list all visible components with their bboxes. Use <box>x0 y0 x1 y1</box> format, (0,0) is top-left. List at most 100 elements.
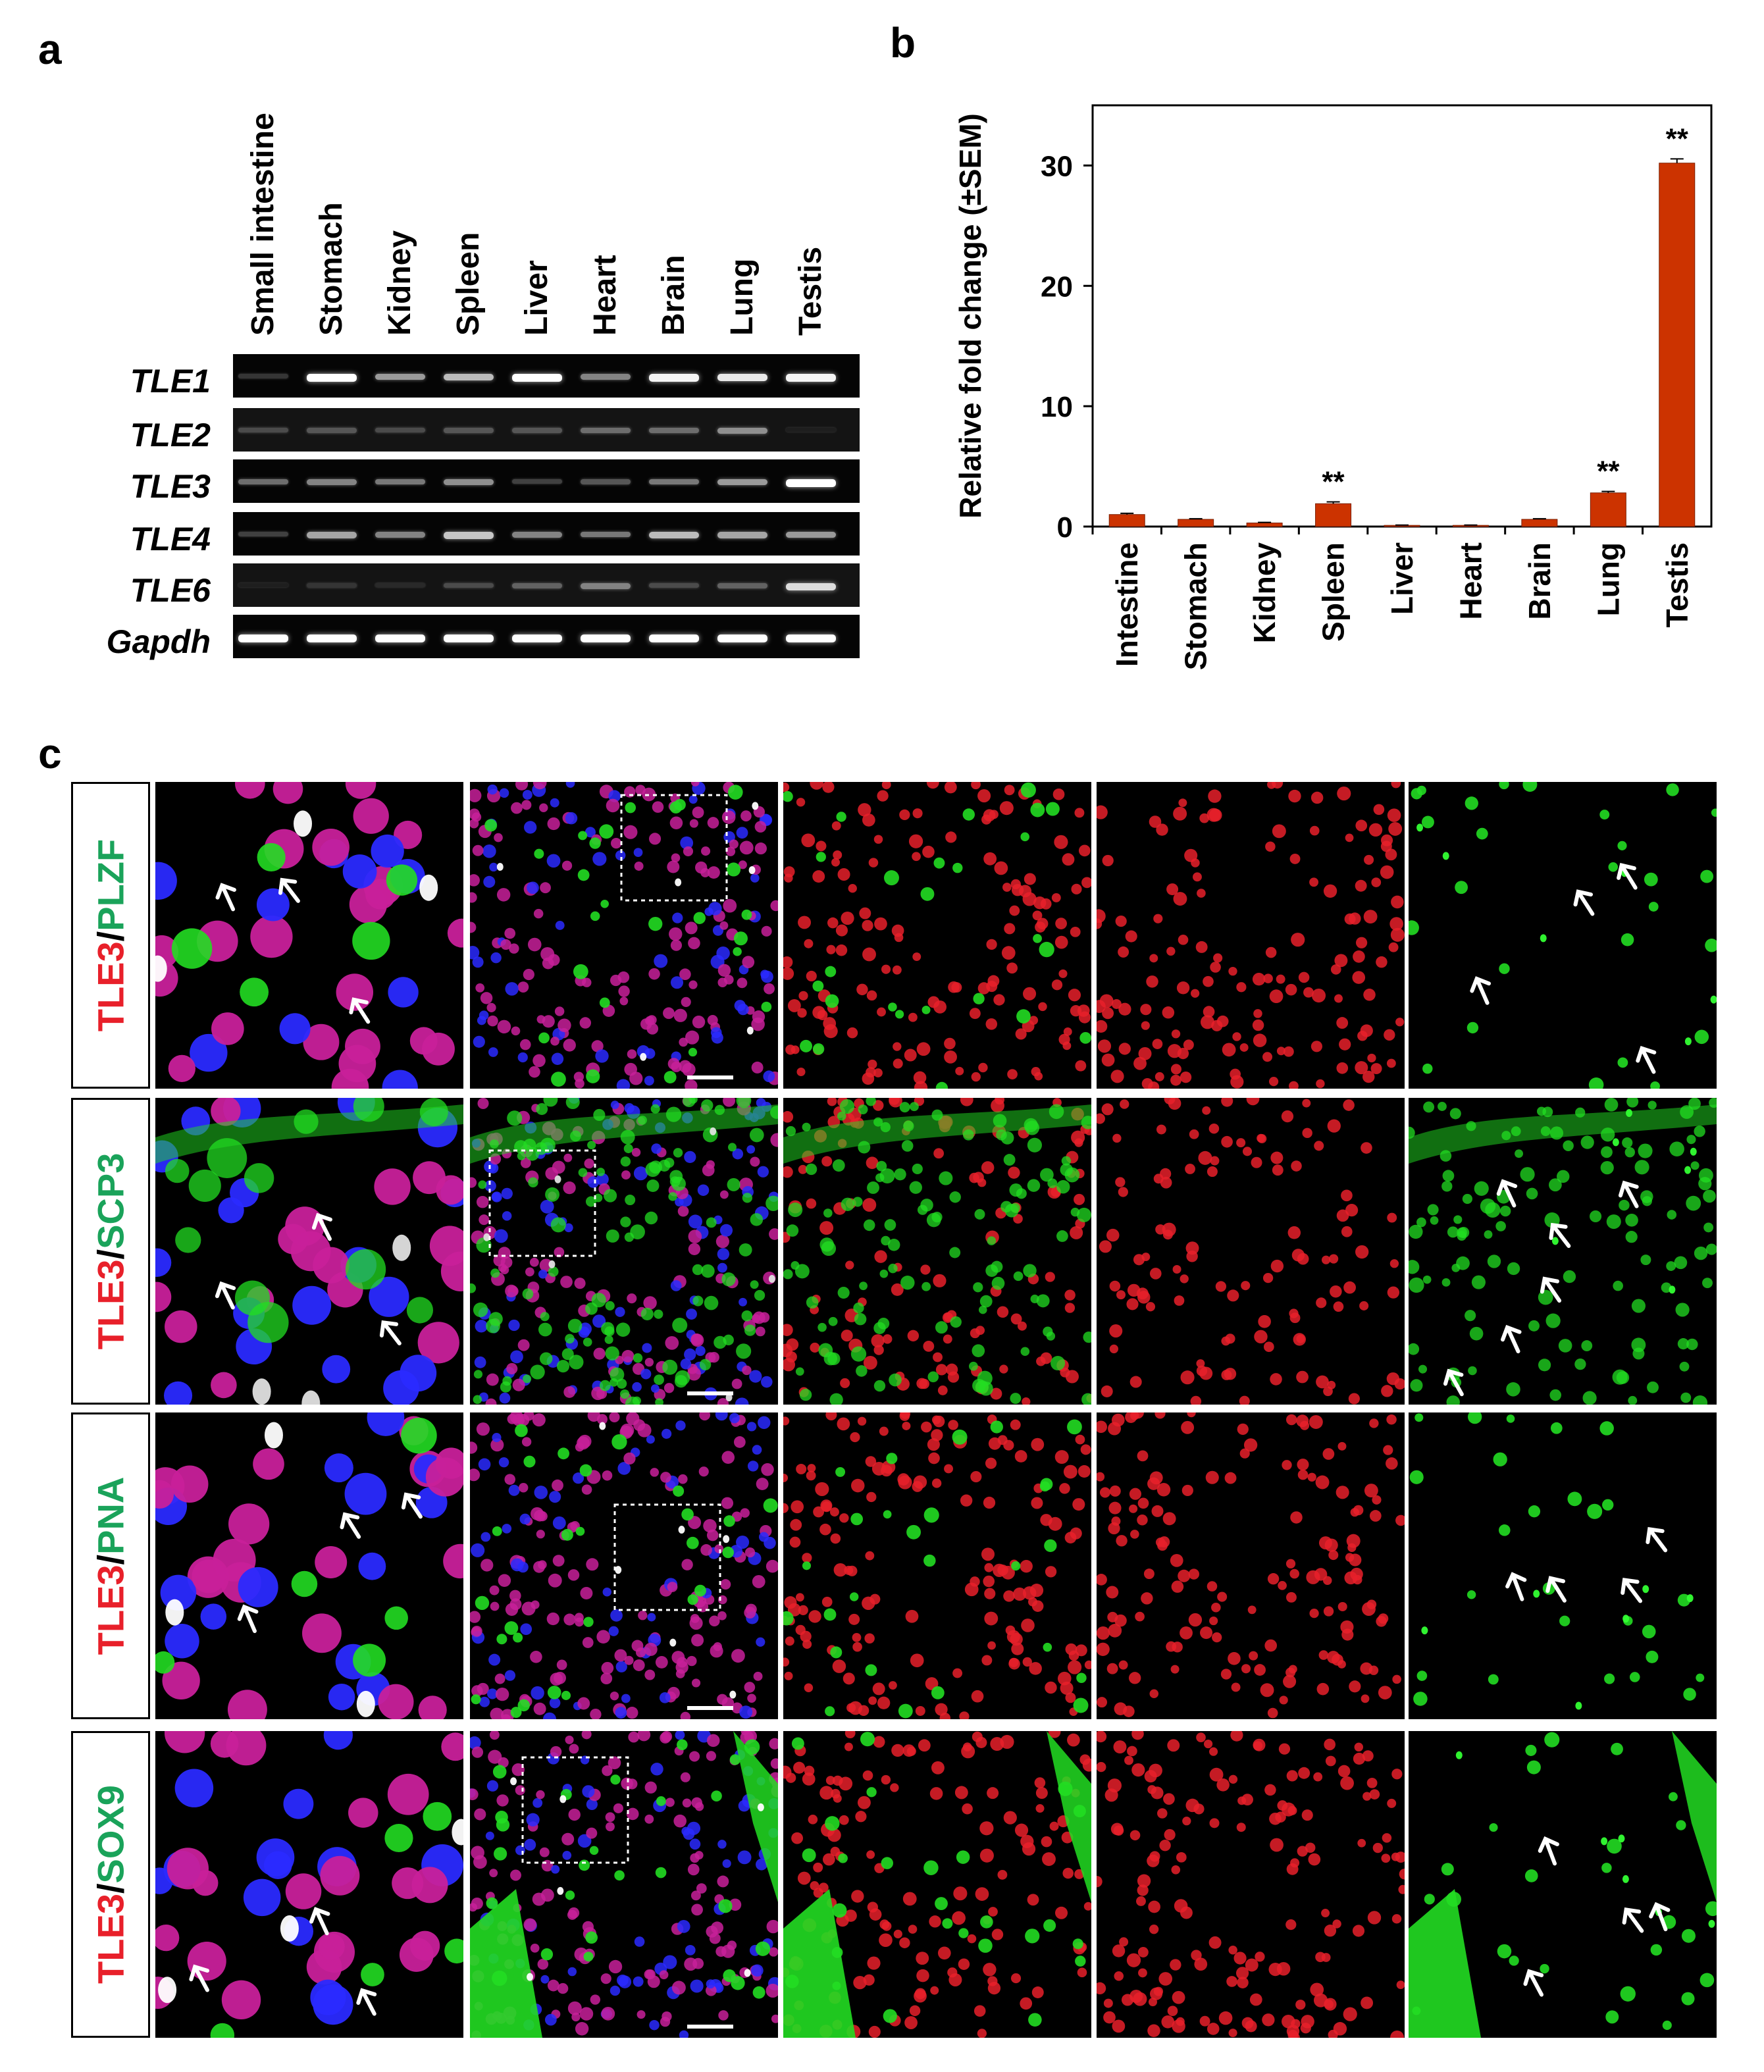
gel-band <box>375 374 425 380</box>
red-channel-image <box>1097 1098 1405 1405</box>
arrow-icon <box>1496 1179 1518 1208</box>
significance-label: ** <box>1322 466 1345 498</box>
arrow-icon <box>1538 1836 1559 1866</box>
arrow-icon <box>309 1907 330 1936</box>
gel-strip <box>233 354 860 398</box>
gel-band <box>717 532 767 538</box>
gel-band <box>375 583 425 588</box>
arrow-icon <box>379 1320 402 1346</box>
marker2-text: PNA <box>90 1476 132 1555</box>
lane-label: Kidney <box>382 230 417 336</box>
gel-band <box>581 583 631 589</box>
gel-band <box>786 635 836 642</box>
gel-band <box>717 479 767 486</box>
row-marker-label: TLE3/PLZF <box>71 782 150 1089</box>
gel-band <box>238 428 288 433</box>
arrow-icon <box>1470 976 1492 1005</box>
red-channel-image <box>1097 1731 1405 2038</box>
marker1-text: TLE3 <box>90 1894 132 1984</box>
gel-band <box>581 374 631 380</box>
red-channel-image <box>1097 1412 1405 1719</box>
y-tick-label: 30 <box>1041 150 1073 182</box>
x-tick-label: Brain <box>1522 542 1557 620</box>
gel-band <box>786 374 836 382</box>
red-green-image <box>783 1412 1091 1719</box>
gel-band <box>238 374 288 378</box>
gel-band <box>649 583 699 588</box>
gel-band <box>717 428 767 434</box>
arrow-icon <box>1618 1180 1639 1208</box>
gel-strip <box>233 563 860 607</box>
gene-label: Gapdh <box>106 623 211 660</box>
green-channel-image <box>1409 1412 1717 1719</box>
lane-label: Liver <box>519 260 554 336</box>
merged-image <box>470 782 778 1089</box>
arrow-icon <box>1622 1907 1644 1933</box>
gel-band <box>307 479 357 485</box>
gel-band <box>786 583 836 591</box>
marker-separator: / <box>90 1554 132 1565</box>
panel-b-label: b <box>890 19 916 66</box>
arrow-icon <box>1505 1572 1527 1601</box>
gel-band <box>238 635 288 642</box>
gel-band <box>512 374 562 382</box>
gene-label: TLE2 <box>130 417 211 453</box>
gel-band <box>512 532 562 538</box>
zoom-image <box>155 1731 463 2038</box>
gel-band <box>444 532 494 539</box>
x-tick-label: Testis <box>1660 542 1694 628</box>
gel-band <box>786 532 836 538</box>
gel-band <box>786 479 836 487</box>
x-tick-label: Liver <box>1385 542 1419 615</box>
bar <box>1521 519 1558 527</box>
bar <box>1590 492 1626 527</box>
lane-label: Stomach <box>314 202 349 336</box>
gel-strip <box>233 408 860 452</box>
arrow-icon <box>349 997 371 1024</box>
gel-band <box>717 635 767 642</box>
gel-band <box>444 479 494 485</box>
lane-label: Brain <box>656 255 691 336</box>
gel-band <box>238 583 288 587</box>
significance-label: ** <box>1666 122 1689 155</box>
gel-band <box>444 583 494 588</box>
merged-image <box>470 1098 778 1405</box>
arrow-icon <box>215 1281 236 1310</box>
lane-label: Heart <box>588 255 623 336</box>
arrow-icon <box>311 1212 332 1241</box>
x-tick-label: Kidney <box>1247 542 1282 644</box>
gel-band <box>512 635 562 642</box>
panel-c-label: c <box>38 730 62 777</box>
arrow-icon <box>1523 1969 1544 1997</box>
gel-band <box>649 374 699 382</box>
gel-band <box>238 532 288 536</box>
arrow-icon <box>1443 1368 1464 1397</box>
arrow-icon <box>1549 1222 1571 1248</box>
gel-band <box>444 374 494 381</box>
green-channel-image <box>1409 1731 1717 2038</box>
lane-label: Testis <box>793 246 828 336</box>
y-tick-label: 20 <box>1041 271 1073 303</box>
lane-label: Lung <box>725 258 760 336</box>
arrow-icon <box>1573 889 1595 916</box>
arrow-icon <box>215 883 236 912</box>
marker2-text: PLZF <box>90 839 132 931</box>
arrow-icon <box>1540 1276 1562 1303</box>
marker2-text: SCP3 <box>90 1153 132 1249</box>
gel-band <box>581 532 631 538</box>
gel-band <box>238 479 288 485</box>
arrow-icon <box>401 1492 423 1519</box>
marker-separator: / <box>90 1249 132 1260</box>
gel-band <box>375 428 425 433</box>
significance-label: ** <box>1597 455 1620 488</box>
gel-band <box>512 583 562 588</box>
gel-band <box>444 428 494 433</box>
y-tick-label: 10 <box>1041 391 1073 423</box>
marker1-text: TLE3 <box>90 1259 132 1350</box>
marker-separator: / <box>90 931 132 942</box>
bar <box>1315 503 1352 527</box>
arrow-icon <box>278 877 300 903</box>
fold-change-bar-chart: 0 10 20 30 Relative fold change (±SEM) Intest… <box>953 104 1713 670</box>
row-marker-label: TLE3/PNA <box>71 1412 150 1719</box>
bar <box>1246 523 1283 527</box>
